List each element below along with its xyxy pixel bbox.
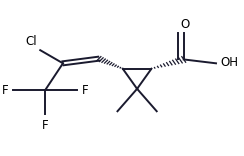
Text: F: F [81, 84, 88, 97]
Text: Cl: Cl [26, 35, 37, 48]
Text: F: F [2, 84, 9, 97]
Text: F: F [42, 119, 48, 132]
Text: OH: OH [221, 56, 239, 69]
Text: O: O [180, 18, 190, 31]
